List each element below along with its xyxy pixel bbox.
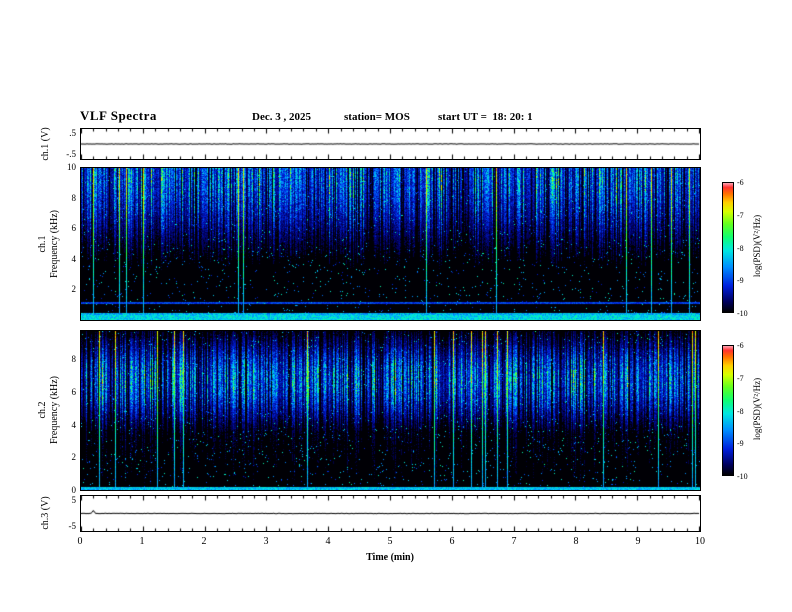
x-tick-label-10: 10 (695, 536, 705, 547)
ch1-spectrogram (81, 168, 700, 320)
colorbar-ch2-gradient (723, 346, 733, 475)
x-tick-label-5: 5 (387, 536, 393, 547)
ch1-axis-channel: ch.1 (37, 235, 48, 253)
colorbar1-tick--8: -8 (737, 243, 744, 253)
ch2-spec-ytick-2: 2 (71, 452, 77, 463)
ch2-spec-ytick-8: 8 (71, 354, 77, 365)
colorbar2-tick--8: -8 (737, 406, 744, 416)
ch1-spec-ytick-10: 10 (67, 162, 76, 172)
ch1-spec-ytick-6: 6 (71, 223, 77, 234)
ch1-voltage-panel (80, 128, 701, 160)
ch1-voltage-trace (81, 129, 700, 159)
figure-title: VLF Spectra (80, 108, 157, 123)
ch1-frequency-axis-label: ch.1 Frequency (kHz) (36, 167, 62, 321)
ch1-axis-frequency: Frequency (kHz) (49, 209, 60, 279)
ch1-spec-ytick-4: 4 (71, 253, 77, 264)
ch2-spectrogram (81, 331, 700, 490)
ch3-ymax-label: 5 (71, 495, 77, 505)
colorbar1-tick--10: -10 (737, 309, 748, 318)
ch1-ymin-label: -.5 (66, 149, 76, 159)
colorbar1-tick--6: -6 (737, 178, 744, 187)
x-tick-label-0: 0 (77, 536, 83, 547)
header-date: Dec. 3 , 2025 (252, 111, 311, 123)
colorbar-ch2 (722, 345, 734, 476)
x-tick-label-8: 8 (573, 536, 579, 547)
x-tick-label-2: 2 (201, 536, 207, 547)
ch1-spectrogram-panel (80, 167, 701, 321)
x-axis-title: Time (min) (366, 552, 414, 563)
colorbar2-tick--7: -7 (737, 373, 744, 383)
x-tick-label-7: 7 (511, 536, 517, 547)
ch1-spec-ytick-8: 8 (71, 192, 77, 203)
x-tick-label-1: 1 (139, 536, 145, 547)
x-tick-label-3: 3 (263, 536, 269, 547)
colorbar2-tick--9: -9 (737, 439, 744, 449)
colorbar-ch1-gradient (723, 183, 733, 312)
ch2-spec-ytick-0: 0 (71, 485, 77, 495)
x-tick-label-9: 9 (635, 536, 641, 547)
colorbar2-tick--10: -10 (737, 472, 748, 481)
colorbar2-tick--6: -6 (737, 341, 744, 350)
x-tick-label-4: 4 (325, 536, 331, 547)
colorbar-ch1 (722, 182, 734, 313)
ch1-spec-ytick-2: 2 (71, 284, 77, 295)
colorbar1-tick--7: -7 (737, 210, 744, 220)
ch2-spec-ytick-6: 6 (71, 387, 77, 398)
colorbar1-tick--9: -9 (737, 276, 744, 286)
ch3-ymin-label: -5 (68, 521, 77, 531)
x-tick-label-6: 6 (449, 536, 455, 547)
ch2-axis-channel: ch.2 (37, 401, 48, 419)
ch2-spectrogram-panel (80, 330, 701, 491)
ch2-spec-ytick-4: 4 (71, 419, 77, 430)
ch3-voltage-panel (80, 495, 701, 532)
header-station: station= MOS (344, 111, 410, 123)
ch1-ymax-label: .5 (69, 128, 76, 138)
header-start-ut: start UT = 18: 20: 1 (438, 111, 533, 123)
ch3-voltage-trace (81, 496, 700, 531)
